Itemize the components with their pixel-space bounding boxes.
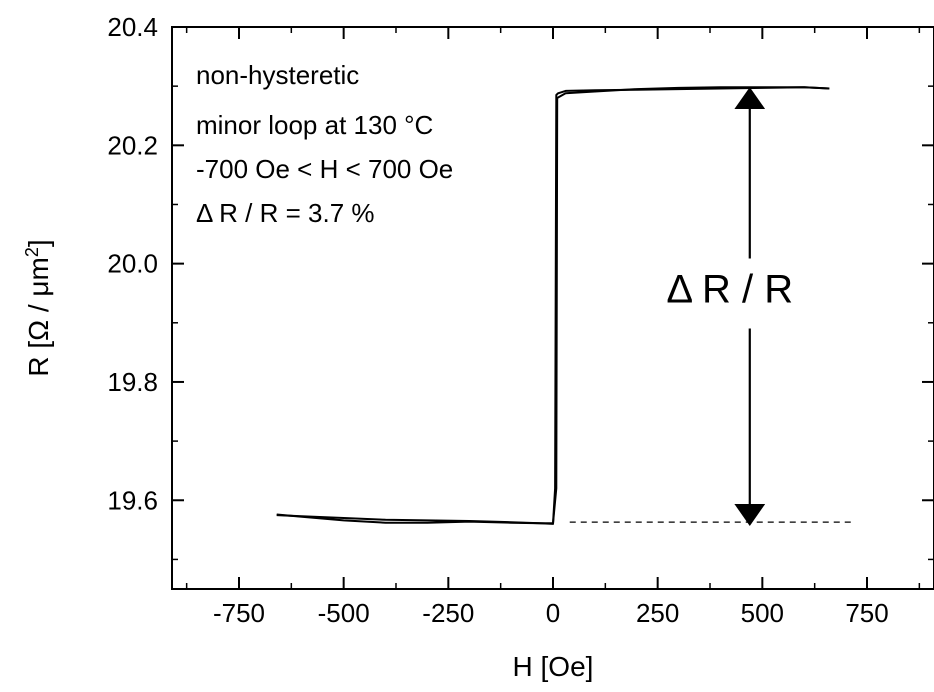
y-axis-title-bracket: ] <box>23 239 54 247</box>
y-tick-label: 20.4 <box>107 12 158 42</box>
data-series-line <box>276 86 830 525</box>
annotation-line-3: -700 Oe < H < 700 Oe <box>196 154 453 184</box>
y-tick-label: 20.2 <box>107 130 158 160</box>
y-axis-title-main: R [Ω / μm <box>23 257 54 377</box>
x-tick-label: 250 <box>636 598 679 628</box>
x-tick-label: 500 <box>741 598 784 628</box>
x-tick-label: -750 <box>213 598 265 628</box>
data-series-line <box>276 86 830 525</box>
y-axis-ticks <box>172 26 934 561</box>
y-tick-label: 19.6 <box>107 485 158 515</box>
annotation-line-1: non-hysteretic <box>196 60 359 90</box>
x-axis-tick-labels: -750 -500 -250 0 250 500 750 <box>213 598 889 628</box>
x-tick-label: 0 <box>546 598 560 628</box>
x-tick-label: 750 <box>845 598 888 628</box>
annotation-line-2: minor loop at 130 °C <box>196 110 433 140</box>
y-tick-label: 20.0 <box>107 249 158 279</box>
x-axis-ticks <box>185 27 921 589</box>
y-tick-label: 19.8 <box>107 367 158 397</box>
series-layer <box>276 86 830 525</box>
y-axis-title-exponent: 2 <box>22 247 42 257</box>
y-axis-title: R [Ω / μm2] <box>22 239 54 376</box>
y-axis-tick-labels: 19.6 19.8 20.0 20.2 20.4 <box>107 12 158 515</box>
x-tick-label: -500 <box>318 598 370 628</box>
delta-r-label: Δ R / R <box>666 268 793 312</box>
x-tick-label: -250 <box>422 598 474 628</box>
x-axis-title: H [Oe] <box>513 651 594 682</box>
annotation-line-4: Δ R / R = 3.7 % <box>196 198 375 228</box>
